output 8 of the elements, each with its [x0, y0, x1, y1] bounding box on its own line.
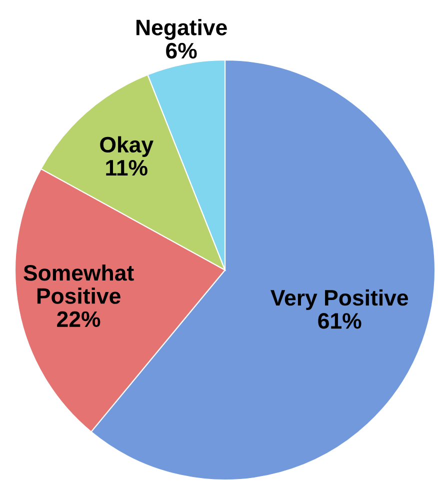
slice-label: Somewhat Positive	[24, 264, 134, 304]
slice-label: Very Positive	[270, 289, 408, 310]
data-label: 22%	[57, 311, 100, 327]
slice-label: Negative	[136, 19, 227, 40]
data-label: 6%	[166, 42, 197, 59]
slice-label: Okay	[100, 136, 154, 157]
data-label: 11%	[106, 160, 148, 176]
data-label: 61%	[318, 313, 362, 329]
